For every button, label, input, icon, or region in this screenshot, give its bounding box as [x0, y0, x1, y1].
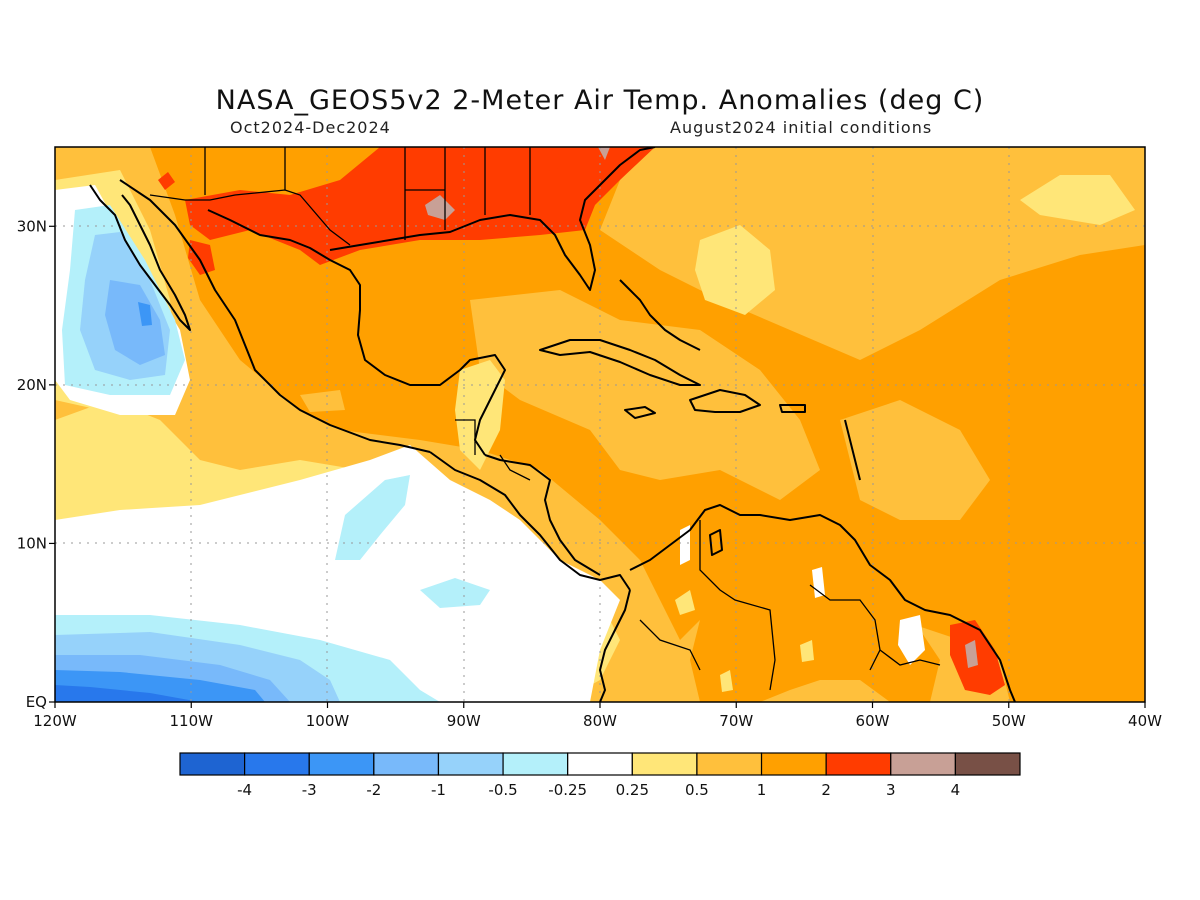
region-gray-2 — [965, 640, 978, 668]
region-sa-pale-1 — [675, 590, 695, 615]
lon-tick-label: 80W — [583, 712, 617, 730]
region-gulf-pale-bits — [300, 390, 345, 412]
coastlines — [89, 147, 1016, 702]
gridlines — [55, 147, 1145, 702]
region-gray-1 — [425, 195, 455, 220]
lon-tick-label: 120W — [33, 712, 77, 730]
colorbar-label: -2 — [366, 781, 381, 799]
colorbar-swatch — [244, 752, 310, 776]
longitude-axis: 120W 110W 100W 90W 80W 70W 60W 50W 40W — [33, 702, 1162, 730]
lon-tick-label: 70W — [719, 712, 753, 730]
colorbar-swatch — [502, 752, 569, 776]
region-atlantic-pale-2 — [1020, 175, 1135, 225]
lat-tick-label: 30N — [17, 217, 47, 235]
region-guiana-hot — [950, 620, 1005, 695]
lon-tick-label: 40W — [1128, 712, 1162, 730]
lon-tick-label: 110W — [170, 712, 214, 730]
initial-conditions: August2024 initial conditions — [670, 118, 933, 137]
colorbar-swatch — [631, 752, 698, 776]
colorbar-label: 2 — [821, 781, 831, 799]
region-baja-core — [138, 302, 152, 326]
forecast-period: Oct2024-Dec2024 — [230, 118, 391, 137]
region-south-america-orange — [690, 540, 940, 702]
lat-tick-label: 10N — [17, 534, 47, 552]
colorbar-label: -3 — [302, 781, 317, 799]
lon-tick-label: 60W — [856, 712, 890, 730]
colorbar: -4 -3 -2 -1 -0.5 -0.25 0.25 0.5 1 2 3 4 — [179, 752, 1021, 799]
latitude-axis: 30N 20N 10N EQ — [17, 217, 55, 711]
colorbar-label: -1 — [431, 781, 446, 799]
colorbar-label: 0.5 — [685, 781, 709, 799]
region-hot-small — [158, 172, 175, 190]
colorbar-swatch — [437, 752, 504, 776]
region-lesser-antilles-light — [840, 400, 990, 520]
borders — [149, 147, 941, 691]
region-south-deepest — [55, 685, 200, 702]
colorbar-label: -4 — [237, 781, 252, 799]
map-title: NASA_GEOS5v2 2-Meter Air Temp. Anomalies… — [215, 85, 985, 116]
region-baja-deeper — [105, 280, 165, 365]
lat-tick-label: 20N — [17, 376, 47, 394]
region-sa-pale-2 — [720, 670, 733, 692]
colorbar-label: 0.25 — [616, 781, 649, 799]
colorbar-swatch — [760, 752, 827, 776]
region-sa-white-3 — [812, 567, 825, 598]
colorbar-label: -0.25 — [548, 781, 587, 799]
region-texas-hot-2 — [188, 240, 215, 275]
colorbar-label: -0.5 — [488, 781, 517, 799]
colorbar-swatch — [825, 752, 892, 776]
region-gray-3 — [598, 147, 610, 160]
lon-tick-label: 90W — [447, 712, 481, 730]
region-atlantic-pale-1 — [695, 225, 775, 315]
region-florida-hot — [530, 168, 575, 200]
region-cool-2 — [335, 475, 410, 560]
colorbar-label: 3 — [886, 781, 896, 799]
colorbar-swatch — [567, 752, 633, 776]
map-field — [55, 147, 1145, 702]
colorbar-swatch — [179, 752, 246, 776]
lat-tick-label: EQ — [26, 693, 47, 711]
region-caribbean-light — [470, 290, 820, 500]
colorbar-swatch — [696, 752, 763, 776]
colorbar-label: 1 — [757, 781, 767, 799]
colorbar-swatch — [954, 752, 1021, 776]
region-sa-white-1 — [898, 615, 925, 665]
region-yucatan-pale — [455, 360, 505, 470]
region-cool-3 — [420, 578, 490, 608]
colorbar-swatch — [890, 752, 956, 776]
lon-tick-label: 50W — [992, 712, 1026, 730]
colorbar-swatch — [308, 752, 375, 776]
colorbar-swatch — [373, 752, 440, 776]
region-sa-pale-3 — [800, 640, 814, 662]
lon-tick-label: 100W — [306, 712, 350, 730]
colorbar-label: 4 — [951, 781, 961, 799]
